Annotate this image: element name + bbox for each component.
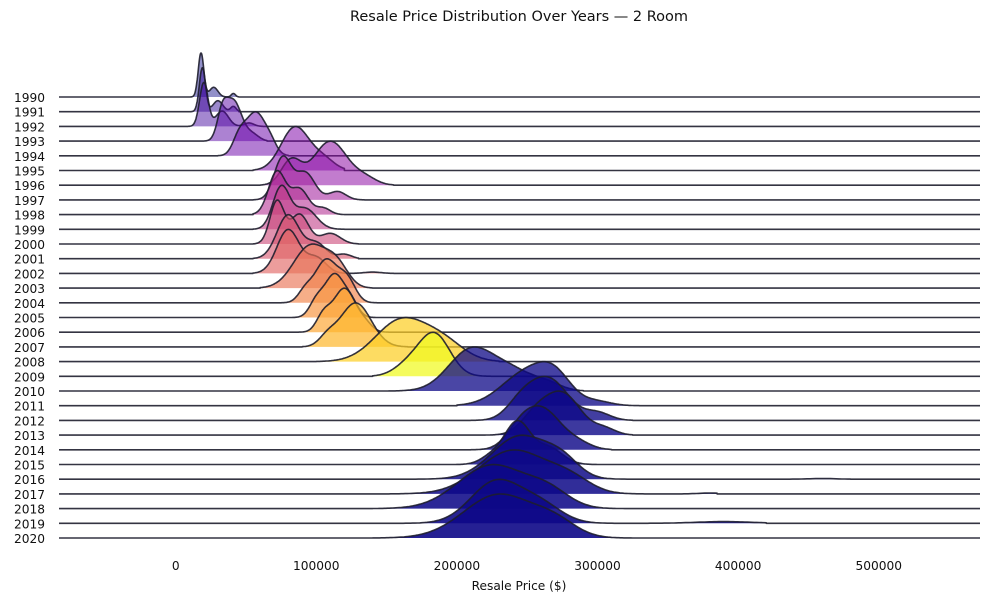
ridge-fill-2009: [372, 332, 500, 377]
ridge-outline-2005: [59, 272, 980, 319]
ridge-1998: [59, 169, 980, 216]
y-tick-label-2013: 2013: [14, 429, 45, 443]
y-tick-label-2008: 2008: [14, 356, 45, 370]
y-tick-label-1991: 1991: [14, 106, 45, 120]
ridge-2000: [59, 199, 980, 245]
y-tick-label-2015: 2015: [14, 459, 45, 473]
ridge-layer: [59, 52, 980, 539]
ridge-outline-1995: [59, 125, 980, 172]
ridge-1991: [59, 66, 980, 113]
y-tick-label-2011: 2011: [14, 400, 45, 414]
x-tick-label: 200000: [434, 559, 481, 573]
ridge-2020: [59, 493, 980, 539]
y-tick-label-2010: 2010: [14, 385, 45, 399]
ridge-outline-2012: [59, 375, 980, 422]
x-tick-label: 100000: [293, 559, 340, 573]
ridge-2004: [59, 258, 980, 304]
ridge-outline-1996: [59, 140, 980, 186]
ridge-fill-2008: [316, 317, 500, 362]
y-tick-label-2004: 2004: [14, 297, 45, 311]
ridge-1996: [59, 140, 980, 186]
ridge-2003: [59, 243, 980, 289]
y-tick-label-1998: 1998: [14, 209, 45, 223]
ridge-2005: [59, 272, 980, 319]
y-tick-label-2014: 2014: [14, 444, 45, 458]
y-tick-label-2000: 2000: [14, 238, 45, 252]
y-tick-label-2020: 2020: [14, 532, 45, 546]
y-tick-label-1996: 1996: [14, 179, 45, 193]
ridge-1990: [59, 52, 980, 98]
y-tick-label-1997: 1997: [14, 194, 45, 208]
ridge-2007: [59, 302, 980, 348]
y-tick-label-1994: 1994: [14, 150, 45, 164]
chart-title: Resale Price Distribution Over Years — 2…: [350, 9, 688, 25]
y-tick-label-2002: 2002: [14, 267, 45, 281]
ridge-2008: [59, 316, 980, 363]
ridge-outline-2004: [59, 258, 980, 304]
ridge-fill-1992: [187, 82, 263, 127]
ridge-fill-2020: [372, 494, 654, 538]
y-tick-label-2007: 2007: [14, 341, 45, 355]
ridge-outline-2000: [59, 199, 980, 245]
y-tick-label-1999: 1999: [14, 223, 45, 237]
ridge-outline-2020: [59, 493, 980, 539]
ridge-fill-2016: [386, 435, 851, 480]
ridge-2006: [59, 287, 980, 333]
x-tick-label: 300000: [574, 559, 621, 573]
y-tick-label-2009: 2009: [14, 370, 45, 384]
ridge-outline-2003: [59, 243, 980, 289]
ridge-outline-2008: [59, 316, 980, 363]
ridge-1999: [59, 184, 980, 231]
ridge-outline-1999: [59, 184, 980, 231]
y-tick-label-2018: 2018: [14, 503, 45, 517]
ridge-fill-1991: [189, 67, 239, 112]
y-tick-label-1993: 1993: [14, 135, 45, 149]
ridge-outline-2016: [59, 434, 980, 480]
ridge-outline-2001: [59, 213, 980, 260]
ridge-fill-1993: [203, 97, 268, 142]
ridge-outline-2007: [59, 302, 980, 348]
y-tick-label-2001: 2001: [14, 253, 45, 267]
y-tick-label-2005: 2005: [14, 312, 45, 326]
ridge-2014: [59, 405, 980, 451]
y-tick-label-2012: 2012: [14, 414, 45, 428]
y-tick-label-2006: 2006: [14, 326, 45, 340]
ridge-1997: [59, 155, 980, 201]
x-axis-label: Resale Price ($): [472, 579, 567, 593]
ridge-outline-2018: [59, 463, 980, 510]
ridge-outline-1990: [59, 52, 980, 98]
ridge-fill-2014: [456, 405, 612, 450]
ridge-outline-2002: [59, 228, 980, 275]
x-axis: 0 100000 200000 300000 400000 500000: [172, 559, 902, 573]
y-tick-label-1992: 1992: [14, 120, 45, 134]
ridge-outline-2006: [59, 287, 980, 333]
ridge-outline-1994: [59, 111, 980, 157]
ridge-outline-2017: [59, 449, 980, 495]
ridge-outline-2014: [59, 405, 980, 451]
ridge-2002: [59, 228, 980, 275]
x-tick-label: 0: [172, 559, 180, 573]
y-tick-label-2017: 2017: [14, 488, 45, 502]
y-tick-label-2003: 2003: [14, 282, 45, 296]
y-tick-label-2019: 2019: [14, 517, 45, 531]
ridge-1995: [59, 125, 980, 172]
ridge-2001: [59, 213, 980, 260]
ridge-1994: [59, 111, 980, 157]
ridge-fill-1994: [217, 111, 289, 156]
ridge-outline-2011: [59, 360, 980, 407]
ridge-outline-2019: [59, 478, 980, 525]
x-tick-label: 400000: [715, 559, 762, 573]
y-tick-label-1995: 1995: [14, 165, 45, 179]
y-tick-labels: 1990199119921993199419951996199719981999…: [14, 91, 45, 546]
ridge-outline-1998: [59, 169, 980, 216]
y-tick-label-2016: 2016: [14, 473, 45, 487]
x-tick-label: 500000: [856, 559, 903, 573]
ridge-outline-1991: [59, 66, 980, 113]
y-tick-label-1990: 1990: [14, 91, 45, 105]
ridge-outline-1997: [59, 155, 980, 201]
ridge-fill-2002: [253, 229, 394, 274]
